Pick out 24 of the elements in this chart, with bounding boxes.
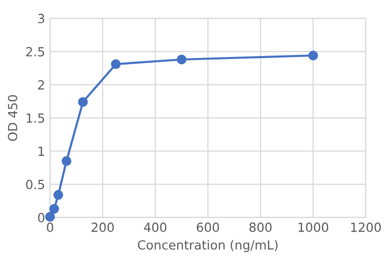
point (49, 204, 60, 214)
x-tick-label: 800 (249, 222, 272, 232)
point (45, 212, 55, 222)
x-tick-label: 1200 (351, 222, 381, 232)
y-axis-title: OD 450 (8, 95, 18, 141)
point (78, 97, 88, 107)
point (110, 59, 121, 69)
point (62, 156, 72, 166)
x-tick-label: 0 (46, 222, 54, 232)
y-tick-label: 0.5 (26, 180, 44, 190)
x-tick-label: 600 (196, 222, 219, 232)
x-tick-label: 1000 (298, 222, 328, 232)
point (53, 190, 64, 200)
y-tick-label: 2.5 (26, 47, 44, 56)
y-tick-label: 1 (38, 146, 44, 156)
point (176, 54, 186, 64)
point (308, 50, 318, 60)
y-tick-label: 1.5 (26, 114, 44, 123)
y-tick-label: 3 (38, 14, 44, 24)
x-tick-label: 200 (92, 222, 114, 232)
x-axis-title: Concentration (ng/mL) (138, 240, 278, 252)
y-tick-label: 2 (38, 80, 44, 90)
x-tick-label: 400 (144, 222, 166, 232)
y-tick-label: 0 (38, 212, 44, 222)
